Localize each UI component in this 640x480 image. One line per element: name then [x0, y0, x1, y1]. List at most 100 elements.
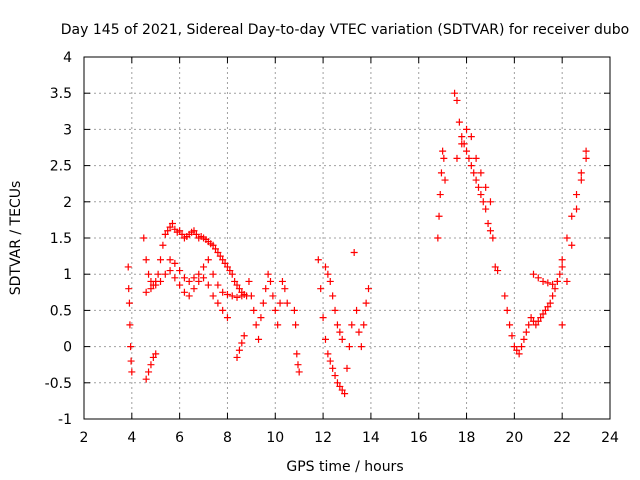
data-point	[257, 314, 265, 322]
series-s11	[434, 147, 449, 242]
data-point	[541, 306, 549, 314]
data-point	[333, 321, 341, 329]
data-point	[233, 293, 241, 301]
series-s15	[529, 147, 590, 288]
data-point	[563, 277, 571, 285]
data-point	[149, 353, 157, 361]
series-s9	[314, 248, 373, 398]
series-s1	[124, 263, 136, 376]
data-point	[439, 147, 447, 155]
data-point	[326, 357, 334, 365]
data-point	[544, 279, 552, 287]
y-axis-title: SDTVAR / TECUs	[8, 181, 24, 296]
data-point	[223, 314, 231, 322]
series-s4	[166, 267, 231, 322]
data-point	[176, 267, 184, 275]
data-point	[247, 292, 255, 300]
data-point	[255, 335, 263, 343]
data-point	[486, 198, 494, 206]
data-point	[475, 183, 482, 191]
data-point	[539, 310, 547, 318]
data-point	[506, 321, 514, 329]
axis-ticks: 2 4 6 8 10 12 14 16 18 20 22 24-1-0.500.511.522.533…	[45, 50, 619, 446]
x-tick-label: 14	[362, 430, 380, 446]
data-point	[338, 386, 346, 394]
data-point	[510, 343, 518, 351]
data-point	[321, 263, 329, 271]
data-point	[269, 292, 277, 300]
data-point	[264, 270, 272, 278]
data-point	[582, 154, 590, 162]
data-point	[157, 256, 165, 264]
data-point	[219, 306, 227, 314]
data-point	[341, 390, 349, 398]
data-point	[355, 328, 363, 336]
data-point	[348, 321, 356, 329]
data-point	[484, 220, 492, 228]
data-point	[140, 234, 148, 242]
data-point	[266, 277, 274, 285]
data-point	[467, 162, 475, 170]
data-point	[209, 292, 217, 300]
data-point	[365, 285, 373, 293]
data-point	[494, 267, 502, 275]
data-point	[127, 343, 135, 351]
y-tick-label: 4	[63, 50, 72, 66]
data-point	[537, 314, 545, 322]
data-point	[314, 256, 322, 264]
data-point	[532, 321, 540, 329]
data-point	[214, 299, 222, 307]
data-point	[336, 328, 344, 336]
y-tick-label: 0.5	[50, 303, 72, 319]
data-point	[223, 263, 231, 271]
data-point	[534, 274, 542, 282]
data-point	[295, 368, 303, 376]
data-point	[161, 230, 169, 238]
data-point	[178, 230, 186, 238]
x-tick-label: 2	[80, 430, 89, 446]
data-point	[219, 288, 227, 296]
data-point	[190, 227, 198, 235]
x-tick-label: 18	[458, 430, 476, 446]
data-point	[525, 321, 533, 329]
data-point	[166, 267, 174, 275]
data-point	[147, 361, 155, 369]
data-point	[434, 234, 442, 242]
data-point	[343, 364, 351, 372]
data-point	[467, 133, 475, 141]
data-point	[200, 274, 208, 282]
data-point	[558, 321, 566, 329]
data-point	[573, 205, 581, 213]
data-point	[180, 288, 188, 296]
data-point	[125, 285, 133, 293]
data-point	[221, 259, 229, 267]
data-point	[522, 328, 530, 336]
x-tick-label: 6	[175, 430, 184, 446]
data-point	[164, 227, 172, 235]
data-point	[226, 267, 234, 275]
data-point	[161, 270, 169, 278]
data-point	[171, 274, 179, 282]
data-point	[568, 241, 576, 249]
data-point	[192, 230, 200, 238]
y-tick-label: -0.5	[45, 376, 72, 392]
data-point	[147, 285, 155, 293]
data-points	[124, 89, 590, 398]
x-tick-label: 24	[601, 430, 619, 446]
data-point	[231, 277, 239, 285]
data-point	[453, 154, 461, 162]
data-point	[209, 270, 217, 278]
data-point	[544, 303, 552, 311]
data-point	[219, 256, 227, 264]
data-point	[235, 346, 243, 354]
data-point	[240, 332, 248, 340]
series-s7	[233, 332, 248, 361]
data-point	[482, 205, 490, 213]
series-s8	[290, 306, 303, 376]
data-point	[568, 212, 576, 220]
x-tick-label: 8	[223, 430, 232, 446]
chart-title: Day 145 of 2021, Sidereal Day-to-day VTE…	[61, 22, 629, 38]
data-point	[180, 274, 188, 282]
data-point	[228, 270, 236, 278]
data-point	[293, 350, 301, 358]
